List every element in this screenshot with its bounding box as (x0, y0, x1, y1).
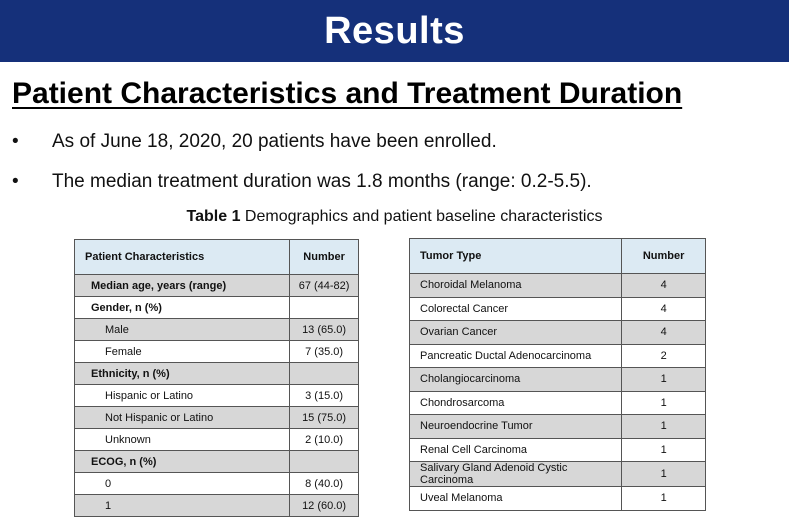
row-label: Choroidal Melanoma (408, 273, 623, 298)
row-label: Ovarian Cancer (408, 320, 623, 345)
row-label: ECOG, n (%) (73, 450, 291, 473)
row-value: 4 (621, 296, 706, 321)
row-value (289, 296, 359, 319)
section-title: Patient Characteristics and Treatment Du… (12, 77, 683, 110)
table-row: Ethnicity, n (%) (73, 362, 359, 385)
patient-characteristics-table: Patient Characteristics Number Median ag… (73, 239, 359, 517)
table-caption-text: Demographics and patient baseline charac… (240, 208, 603, 225)
table-row: Not Hispanic or Latino 15 (75.0) (73, 406, 359, 429)
row-value: 1 (621, 461, 706, 487)
table-row: Cholangiocarcinoma 1 (408, 367, 706, 392)
column-header: Tumor Type (408, 238, 623, 274)
column-header: Number (621, 238, 706, 274)
table-row: Uveal Melanoma 1 (408, 486, 706, 511)
column-header: Number (289, 239, 359, 275)
row-value: 1 (621, 437, 706, 462)
table-row: Neuroendocrine Tumor 1 (408, 414, 706, 439)
table-header-row: Patient Characteristics Number (73, 239, 359, 275)
row-value: 1 (621, 390, 706, 415)
bullet-text: The median treatment duration was 1.8 mo… (52, 171, 592, 192)
table-header-row: Tumor Type Number (408, 238, 706, 274)
table-row: Renal Cell Carcinoma 1 (408, 437, 706, 462)
row-label: Median age, years (range) (73, 274, 291, 297)
bullet-marker: • (12, 131, 19, 152)
row-value: 15 (75.0) (289, 406, 359, 429)
tumor-type-table: Tumor Type Number Choroidal Melanoma 4 C… (408, 238, 706, 511)
row-label: Pancreatic Ductal Adenocarcinoma (408, 343, 623, 368)
row-value: 2 (10.0) (289, 428, 359, 451)
row-value: 3 (15.0) (289, 384, 359, 407)
row-value: 12 (60.0) (289, 494, 359, 517)
table-row: Gender, n (%) (73, 296, 359, 319)
table-row: Salivary Gland Adenoid Cystic Carcinoma … (408, 461, 706, 487)
row-value (289, 362, 359, 385)
table-row: Pancreatic Ductal Adenocarcinoma 2 (408, 343, 706, 368)
row-value: 2 (621, 343, 706, 368)
row-value: 7 (35.0) (289, 340, 359, 363)
table-row: Male 13 (65.0) (73, 318, 359, 341)
table-row: ECOG, n (%) (73, 450, 359, 473)
bullet-marker: • (12, 171, 19, 192)
table-row: Female 7 (35.0) (73, 340, 359, 363)
row-value: 4 (621, 320, 706, 345)
row-label: Unknown (73, 428, 291, 451)
row-value: 1 (621, 486, 706, 511)
results-banner: Results (0, 0, 789, 62)
bullet-item: • As of June 18, 2020, 20 patients have … (12, 128, 592, 168)
row-label: 0 (73, 472, 291, 495)
row-label: Cholangiocarcinoma (408, 367, 623, 392)
table-row: Choroidal Melanoma 4 (408, 273, 706, 298)
table-caption-label: Table 1 (186, 208, 241, 225)
row-value: 4 (621, 273, 706, 298)
row-label: Renal Cell Carcinoma (408, 437, 623, 462)
row-label: Salivary Gland Adenoid Cystic Carcinoma (408, 461, 623, 487)
bullet-text: As of June 18, 2020, 20 patients have be… (52, 131, 497, 152)
table-row: 0 8 (40.0) (73, 472, 359, 495)
column-header: Patient Characteristics (73, 239, 291, 275)
row-label: Uveal Melanoma (408, 486, 623, 511)
row-value (289, 450, 359, 473)
row-label: Colorectal Cancer (408, 296, 623, 321)
banner-title: Results (324, 9, 465, 52)
table-row: 1 12 (60.0) (73, 494, 359, 517)
row-label: Not Hispanic or Latino (73, 406, 291, 429)
row-value: 1 (621, 414, 706, 439)
row-label: Female (73, 340, 291, 363)
row-label: Neuroendocrine Tumor (408, 414, 623, 439)
table-row: Colorectal Cancer 4 (408, 296, 706, 321)
row-value: 13 (65.0) (289, 318, 359, 341)
row-label: Chondrosarcoma (408, 390, 623, 415)
row-label: 1 (73, 494, 291, 517)
table-caption: Table 1 Demographics and patient baselin… (0, 208, 789, 226)
row-label: Gender, n (%) (73, 296, 291, 319)
row-label: Hispanic or Latino (73, 384, 291, 407)
table-row: Hispanic or Latino 3 (15.0) (73, 384, 359, 407)
table-row: Ovarian Cancer 4 (408, 320, 706, 345)
table-row: Chondrosarcoma 1 (408, 390, 706, 415)
row-value: 1 (621, 367, 706, 392)
table-row: Median age, years (range) 67 (44-82) (73, 274, 359, 297)
row-value: 67 (44-82) (289, 274, 359, 297)
table-row: Unknown 2 (10.0) (73, 428, 359, 451)
row-label: Male (73, 318, 291, 341)
row-label: Ethnicity, n (%) (73, 362, 291, 385)
bullet-item: • The median treatment duration was 1.8 … (12, 168, 592, 208)
bullet-list: • As of June 18, 2020, 20 patients have … (12, 128, 592, 208)
row-value: 8 (40.0) (289, 472, 359, 495)
